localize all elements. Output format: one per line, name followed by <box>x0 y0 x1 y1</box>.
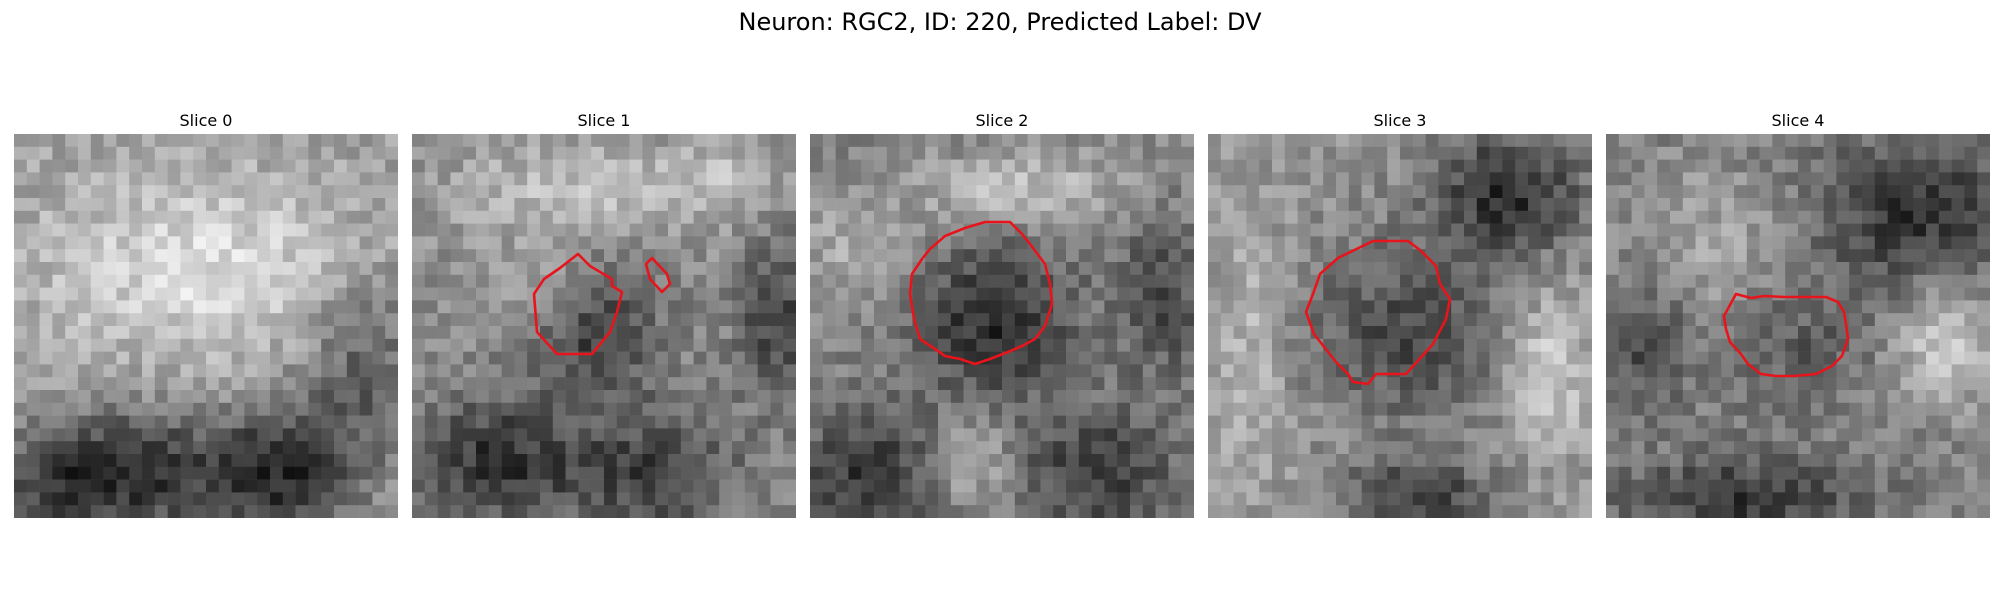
slice-3-image <box>1208 134 1592 518</box>
panel-title: Slice 3 <box>1208 110 1592 132</box>
panel-title: Slice 1 <box>412 110 796 132</box>
slice-4-image <box>1606 134 1990 518</box>
panel-slice-1: Slice 1 <box>412 110 796 518</box>
figure-title: Neuron: RGC2, ID: 220, Predicted Label: … <box>0 6 2000 38</box>
panel-slice-3: Slice 3 <box>1208 110 1592 518</box>
slice-2-image <box>810 134 1194 518</box>
panel-slice-2: Slice 2 <box>810 110 1194 518</box>
panel-title: Slice 4 <box>1606 110 1990 132</box>
panel-slice-4: Slice 4 <box>1606 110 1990 518</box>
panel-slice-0: Slice 0 <box>14 110 398 518</box>
panel-title: Slice 2 <box>810 110 1194 132</box>
slice-0-image <box>14 134 398 518</box>
slice-1-image <box>412 134 796 518</box>
panel-title: Slice 0 <box>14 110 398 132</box>
